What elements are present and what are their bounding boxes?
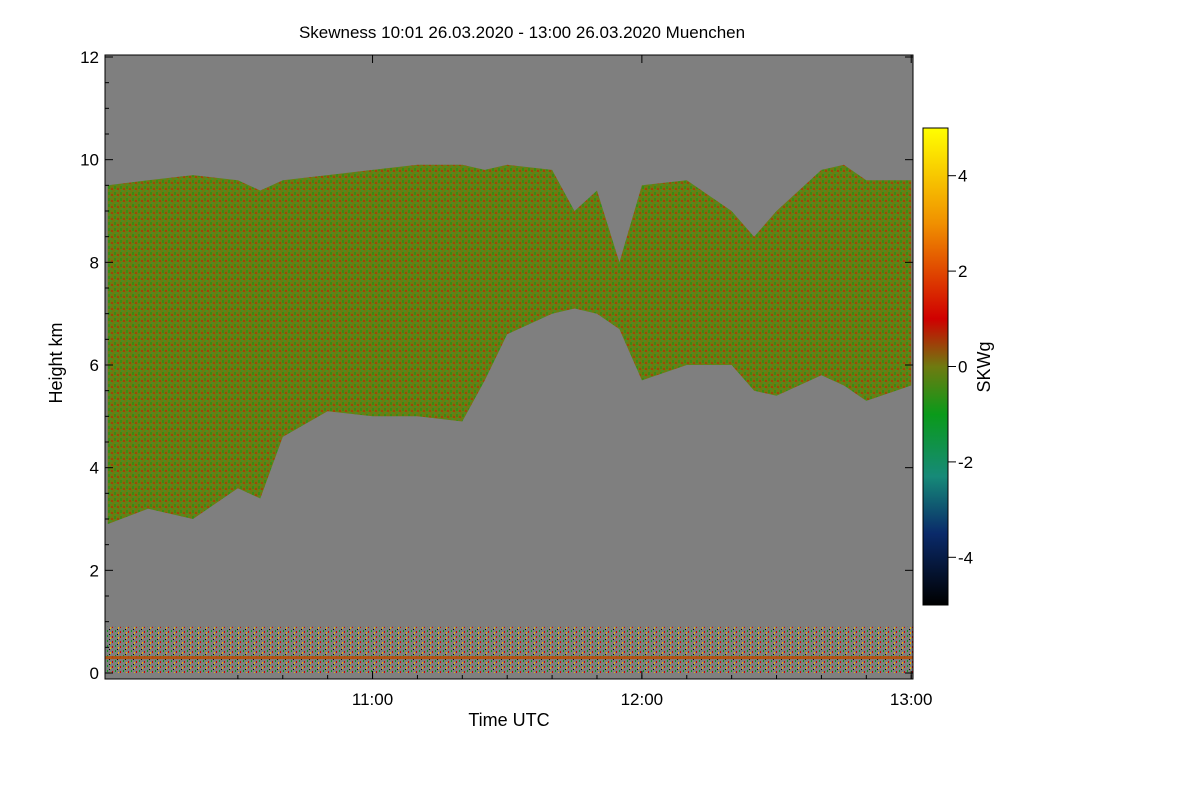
cloud-signal-region: [107, 164, 912, 525]
colorbar: -4 -2 0 2 4 SKWg: [922, 127, 994, 606]
y-axis-label: Height km: [46, 322, 66, 403]
x-tick-label: 13:00: [890, 690, 933, 709]
colorbar-ticks: -4 -2 0 2 4: [948, 167, 973, 567]
plot-area: [105, 55, 913, 679]
y-tick-label: 4: [90, 459, 99, 478]
chart-title: Skewness 10:01 26.03.2020 - 13:00 26.03.…: [299, 23, 745, 42]
boundary-layer-line: [105, 656, 913, 660]
colorbar-label: SKWg: [974, 341, 994, 392]
colorbar-gradient: [922, 127, 949, 606]
colorbar-tick-label: -2: [958, 453, 973, 472]
y-axis: 0 2 4 6 8 10 12: [80, 48, 913, 683]
y-tick-label: 2: [90, 561, 99, 580]
y-tick-label: 8: [90, 253, 99, 272]
colorbar-tick-label: 0: [958, 358, 967, 377]
plot-frame: [104, 54, 914, 680]
colorbar-tick-label: -4: [958, 548, 973, 567]
y-tick-label: 0: [90, 664, 99, 683]
colorbar-tick-label: 2: [958, 262, 967, 281]
x-tick-label: 11:00: [352, 690, 393, 709]
colorbar-tick-label: 4: [958, 167, 967, 186]
y-tick-label: 6: [90, 356, 99, 375]
y-tick-label: 12: [80, 48, 99, 67]
x-axis-label: Time UTC: [468, 710, 549, 730]
boundary-layer-signal: [105, 626, 913, 673]
x-axis: 11:00 12:00 13:00: [237, 55, 933, 709]
y-tick-label: 10: [80, 151, 99, 170]
x-tick-label: 12:00: [621, 690, 664, 709]
